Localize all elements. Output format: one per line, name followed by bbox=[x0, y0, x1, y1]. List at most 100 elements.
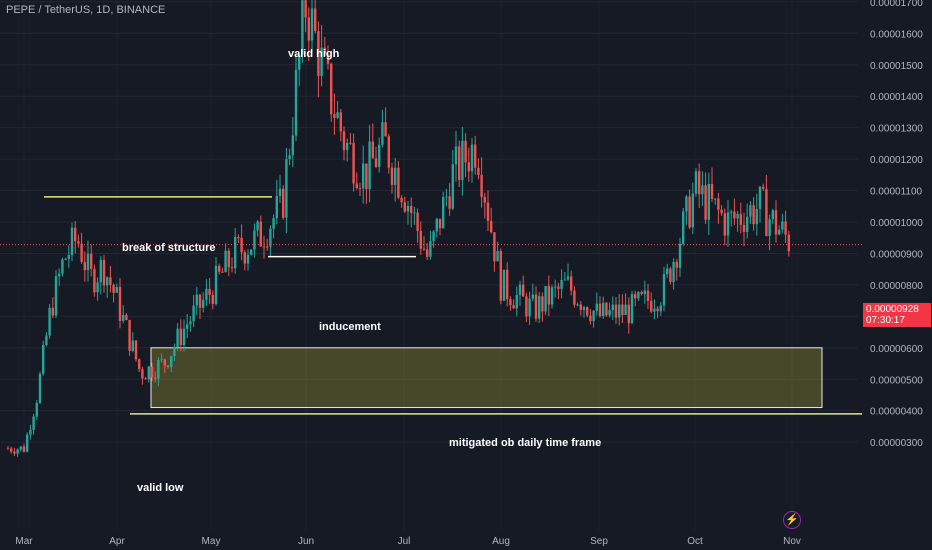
candle-body bbox=[288, 155, 291, 160]
candle-body bbox=[522, 284, 525, 297]
candle-body bbox=[205, 288, 208, 300]
candle-body bbox=[182, 328, 186, 346]
candle-body bbox=[208, 288, 211, 295]
candle-body bbox=[166, 365, 170, 368]
candle-body bbox=[429, 241, 432, 257]
candle-body bbox=[723, 213, 726, 236]
candle-body bbox=[77, 241, 80, 244]
candle-body bbox=[608, 310, 611, 316]
candle-body bbox=[464, 140, 467, 163]
candle-body bbox=[758, 186, 762, 210]
candle-body bbox=[470, 144, 474, 172]
candle-body bbox=[634, 294, 637, 299]
inducement-label: inducement bbox=[319, 321, 381, 333]
y-tick-label: 0.00000500 bbox=[870, 375, 923, 386]
candle-body bbox=[326, 53, 330, 64]
candle-body bbox=[413, 212, 416, 214]
candle-body bbox=[733, 211, 736, 219]
candle-body bbox=[602, 302, 605, 317]
candle-body bbox=[701, 185, 704, 195]
candle-body bbox=[704, 185, 707, 220]
candle-body bbox=[621, 304, 624, 316]
candle-body bbox=[611, 304, 614, 311]
candle-body bbox=[560, 279, 563, 289]
candle-body bbox=[317, 31, 320, 76]
candle-body bbox=[477, 167, 480, 175]
candle-body bbox=[83, 261, 86, 271]
candle-body bbox=[678, 243, 682, 268]
candle-body bbox=[224, 250, 227, 273]
candle-body bbox=[624, 304, 627, 316]
candle-body bbox=[301, 0, 304, 55]
candle-body bbox=[240, 237, 243, 253]
candle-body bbox=[6, 448, 10, 450]
candle-body bbox=[531, 294, 534, 299]
candle-body bbox=[774, 210, 778, 235]
last-price-tag: 0.00000928 07:30:17 bbox=[863, 303, 931, 327]
candle-body bbox=[186, 324, 189, 329]
candle-body bbox=[554, 286, 557, 288]
break-of-structure-label: break of structure bbox=[122, 242, 216, 254]
candle-body bbox=[122, 314, 125, 321]
candle-body bbox=[131, 340, 134, 351]
candle-body bbox=[669, 268, 672, 283]
candle-body bbox=[96, 282, 99, 293]
candle-body bbox=[371, 141, 374, 159]
candle-body bbox=[381, 122, 384, 145]
candle-body bbox=[506, 269, 509, 300]
chart-title: PEPE / TetherUS, 1D, BINANCE bbox=[6, 4, 166, 16]
candle-body bbox=[304, 0, 307, 18]
last-price-value: 0.00000928 bbox=[866, 304, 919, 315]
candle-body bbox=[298, 54, 301, 70]
candle-body bbox=[499, 251, 502, 301]
candle-body bbox=[646, 290, 650, 301]
candle-body bbox=[637, 292, 640, 299]
candle-body bbox=[448, 196, 451, 209]
candle-body bbox=[118, 286, 122, 321]
candle-body bbox=[198, 294, 202, 308]
candle-body bbox=[493, 232, 496, 262]
candle-body bbox=[269, 228, 272, 247]
candle-body bbox=[256, 221, 259, 231]
candle-body bbox=[490, 220, 493, 233]
candle-body bbox=[538, 296, 541, 319]
candle-body bbox=[589, 315, 592, 322]
candle-body bbox=[397, 167, 400, 198]
candle-body bbox=[282, 188, 285, 218]
candle-body bbox=[787, 234, 790, 252]
valid-low-label: valid low bbox=[137, 482, 184, 494]
candle-body bbox=[656, 308, 659, 312]
candle-body bbox=[45, 335, 48, 345]
candle-body bbox=[410, 206, 413, 213]
candle-body bbox=[614, 304, 618, 318]
candle-body bbox=[666, 268, 669, 275]
candle-body bbox=[627, 304, 630, 324]
candle-body bbox=[502, 269, 506, 301]
candle-body bbox=[320, 47, 323, 76]
candle-body bbox=[547, 286, 550, 305]
candle-body bbox=[211, 294, 214, 304]
candle-body bbox=[141, 369, 144, 379]
candle-body bbox=[58, 273, 61, 277]
candle-body bbox=[19, 446, 22, 450]
candle-body bbox=[710, 183, 714, 199]
y-tick-label: 0.00000900 bbox=[870, 249, 923, 260]
candle-body bbox=[32, 416, 35, 430]
candle-body bbox=[38, 373, 42, 404]
candle-body bbox=[125, 314, 128, 320]
lightning-icon[interactable]: ⚡ bbox=[783, 511, 801, 529]
candle-body bbox=[726, 212, 730, 236]
candle-body bbox=[461, 140, 464, 181]
candle-body bbox=[483, 197, 486, 203]
candle-body bbox=[259, 221, 262, 247]
candle-body bbox=[109, 277, 112, 285]
candle-body bbox=[442, 197, 445, 229]
candle-body bbox=[93, 268, 96, 293]
candle-body bbox=[230, 267, 234, 269]
candle-body bbox=[173, 347, 176, 357]
candle-body bbox=[243, 252, 246, 264]
candle-body bbox=[346, 142, 349, 151]
candle-body bbox=[272, 218, 275, 229]
candle-body bbox=[454, 146, 458, 165]
